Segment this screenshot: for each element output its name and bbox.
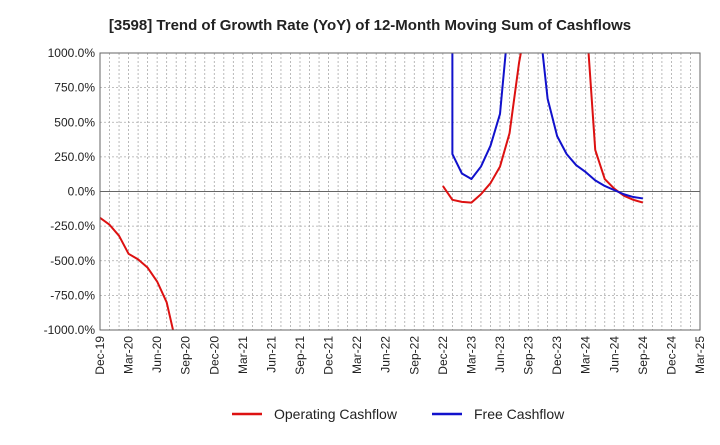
x-tick-label: Mar-25 bbox=[693, 336, 707, 374]
x-tick-label: Mar-22 bbox=[350, 336, 364, 374]
series-lines bbox=[100, 53, 644, 330]
x-axis: Dec-19 Mar-20 Jun-20 Sep-20 Dec-20 Mar-21 Jun-… bbox=[93, 336, 707, 375]
y-tick-label: 1000.0% bbox=[48, 46, 96, 60]
x-tick-label: Dec-21 bbox=[322, 336, 336, 375]
y-tick-label: 0.0% bbox=[68, 185, 96, 199]
x-tick-label: Jun-20 bbox=[150, 336, 164, 373]
legend: Operating Cashflow Free Cashflow bbox=[232, 406, 565, 422]
legend-label: Operating Cashflow bbox=[274, 406, 398, 422]
x-tick-label: Jun-22 bbox=[379, 336, 393, 373]
x-tick-label: Jun-23 bbox=[493, 336, 507, 373]
y-axis: 1000.0% 750.0% 500.0% 250.0% 0.0% -250.0% -500… bbox=[44, 46, 96, 337]
y-tick-label: -500.0% bbox=[50, 254, 95, 268]
y-tick-label: 750.0% bbox=[54, 81, 95, 95]
y-tick-label: 250.0% bbox=[54, 150, 95, 164]
x-tick-label: Sep-22 bbox=[407, 336, 421, 375]
x-tick-label: Dec-20 bbox=[207, 336, 221, 375]
y-tick-label: 500.0% bbox=[54, 115, 95, 129]
x-tick-label: Jun-24 bbox=[607, 336, 621, 373]
x-tick-label: Sep-23 bbox=[522, 336, 536, 375]
x-tick-label: Sep-21 bbox=[293, 336, 307, 375]
x-tick-label: Mar-23 bbox=[464, 336, 478, 374]
x-tick-label: Dec-24 bbox=[664, 336, 678, 375]
x-tick-label: Sep-24 bbox=[636, 336, 650, 375]
plot-frame bbox=[99, 52, 701, 331]
x-tick-label: Jun-21 bbox=[264, 336, 278, 373]
grid bbox=[100, 53, 700, 330]
series-line bbox=[451, 53, 644, 200]
y-tick-label: -250.0% bbox=[50, 219, 95, 233]
y-tick-label: -1000.0% bbox=[44, 323, 96, 337]
chart-title: [3598] Trend of Growth Rate (YoY) of 12-… bbox=[109, 17, 631, 34]
x-tick-label: Sep-20 bbox=[179, 336, 193, 375]
x-tick-label: Mar-21 bbox=[236, 336, 250, 374]
x-tick-label: Mar-24 bbox=[579, 336, 593, 374]
x-tick-label: Dec-19 bbox=[93, 336, 107, 375]
x-tick-label: Mar-20 bbox=[122, 336, 136, 374]
x-tick-label: Dec-23 bbox=[550, 336, 564, 375]
x-tick-label: Dec-22 bbox=[436, 336, 450, 375]
y-tick-label: -750.0% bbox=[50, 288, 95, 302]
legend-label: Free Cashflow bbox=[474, 406, 565, 422]
series-line bbox=[100, 53, 644, 330]
